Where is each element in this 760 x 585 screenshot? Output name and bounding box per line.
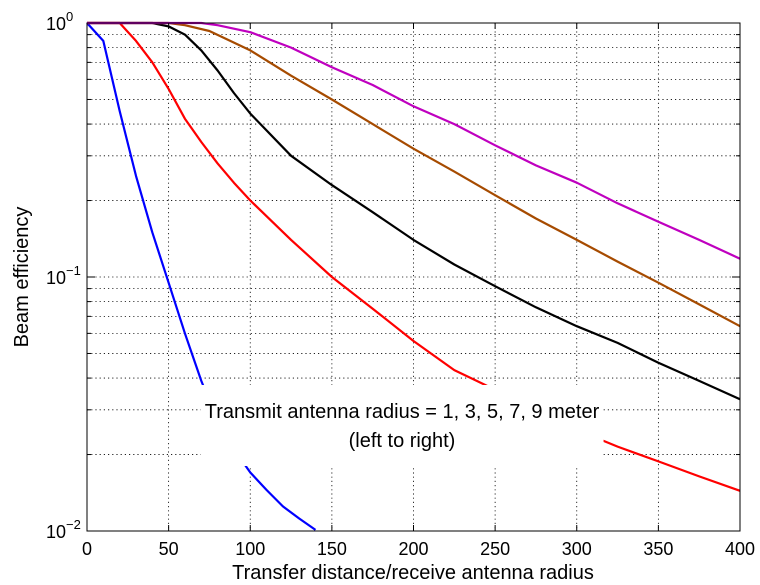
axes: 0 50 100 150 200 250 300 350 400 10−2 10−1 100 — [46, 9, 755, 559]
annotation-background — [200, 385, 604, 466]
x-tick-label: 150 — [317, 539, 347, 559]
series-line-3 — [87, 21, 741, 401]
series-line-4 — [87, 21, 741, 328]
series-lines — [86, 21, 741, 531]
annotation-line-1: Transmit antenna radius = 1, 3, 5, 7, 9 … — [205, 401, 600, 423]
x-tick-label: 0 — [82, 539, 92, 559]
series-line-5 — [87, 21, 741, 260]
y-axis-label: Beam efficiency — [11, 207, 33, 348]
series-line-1 — [86, 22, 317, 531]
x-tick-label: 300 — [562, 539, 592, 559]
x-axis-label: Transfer distance/receive antenna radius — [232, 562, 594, 584]
y-tick-label: 10−1 — [46, 263, 81, 288]
y-tick-label: 10−2 — [46, 517, 81, 542]
x-tick-label: 200 — [398, 539, 428, 559]
x-tick-label: 350 — [643, 539, 673, 559]
y-tick-label: 100 — [46, 9, 73, 34]
x-tick-label: 400 — [725, 539, 755, 559]
x-tick-label: 250 — [480, 539, 510, 559]
x-tick-label: 50 — [159, 539, 179, 559]
grid-lines — [87, 23, 740, 531]
annotation-line-2: (left to right) — [349, 430, 456, 452]
x-tick-label: 100 — [235, 539, 265, 559]
